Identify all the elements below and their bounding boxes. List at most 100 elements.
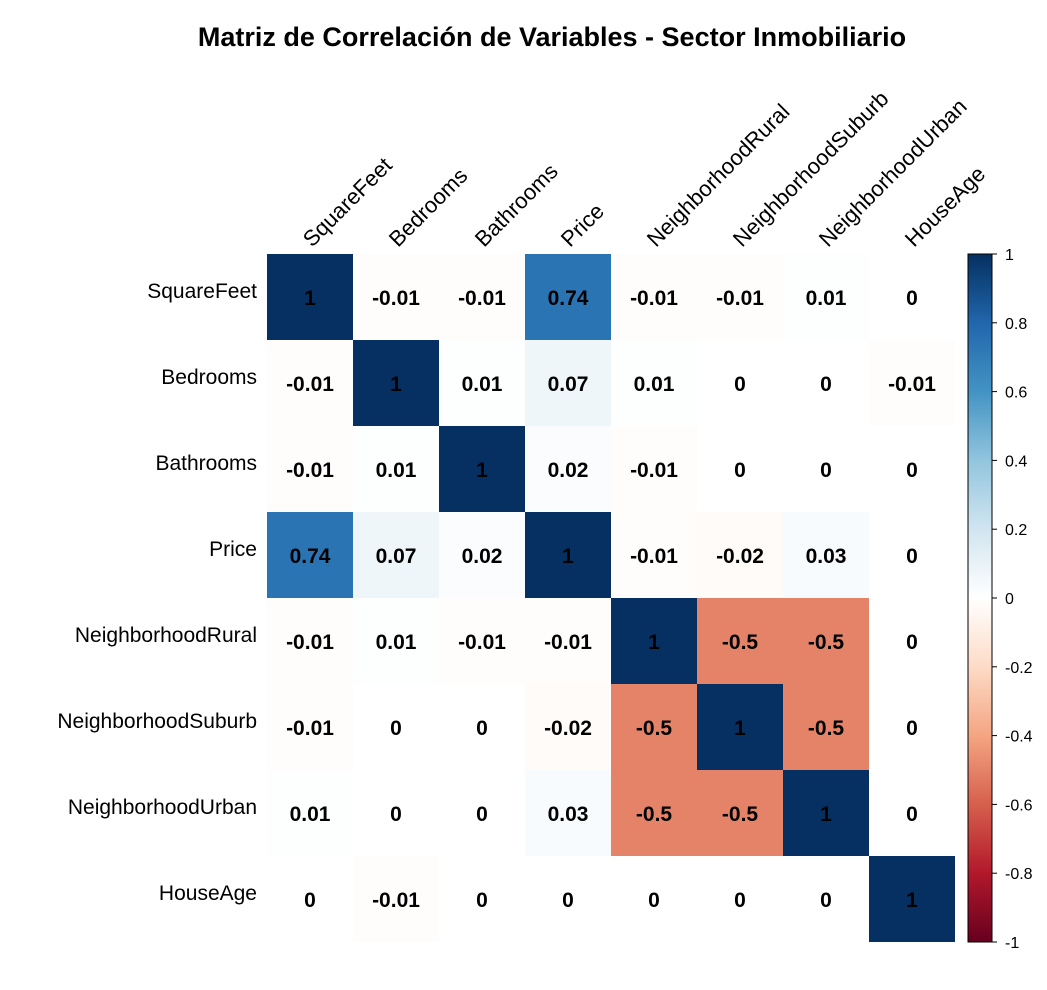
colorbar-tick-label-3: 0.4	[1005, 453, 1027, 470]
cell-label-1-2: 0.01	[462, 373, 503, 396]
cell-3-2	[439, 512, 525, 598]
cell-label-4-2: -0.01	[458, 631, 506, 654]
cell-label-3-5: -0.02	[716, 545, 764, 568]
cell-label-5-7: 0	[906, 717, 918, 740]
cell-1-2	[439, 340, 525, 426]
cell-label-6-2: 0	[476, 803, 488, 826]
cell-label-3-6: 0.03	[806, 545, 847, 568]
cell-7-5	[697, 856, 783, 942]
cell-label-4-0: -0.01	[286, 631, 334, 654]
cell-3-0	[267, 512, 353, 598]
cell-label-1-6: 0	[820, 373, 832, 396]
cell-3-5	[697, 512, 783, 598]
cell-7-0	[267, 856, 353, 942]
cell-label-0-3: 0.74	[548, 287, 589, 310]
cell-label-6-7: 0	[906, 803, 918, 826]
colorbar-tick-label-10: -1	[1005, 935, 1019, 952]
cell-label-2-7: 0	[906, 459, 918, 482]
colorbar-tick-label-8: -0.6	[1005, 797, 1033, 814]
cell-3-6	[783, 512, 869, 598]
cell-0-5	[697, 254, 783, 340]
cell-2-2	[439, 426, 525, 512]
cell-0-1	[353, 254, 439, 340]
cell-5-6	[783, 684, 869, 770]
column-label-5: NeighborhoodSuburb	[728, 86, 894, 252]
cell-3-3	[525, 512, 611, 598]
cell-label-2-3: 0.02	[548, 459, 589, 482]
cell-0-7	[869, 254, 955, 340]
cell-label-6-0: 0.01	[290, 803, 331, 826]
cell-label-4-7: 0	[906, 631, 918, 654]
cell-label-7-7: 1	[906, 889, 918, 912]
cell-7-1	[353, 856, 439, 942]
column-label-7: HouseAge	[900, 161, 990, 251]
row-label-4: NeighborhoodRural	[75, 624, 257, 647]
cell-label-0-4: -0.01	[630, 287, 678, 310]
cell-4-4	[611, 598, 697, 684]
cell-label-2-0: -0.01	[286, 459, 334, 482]
row-label-2: Bathrooms	[155, 452, 257, 475]
cell-3-1	[353, 512, 439, 598]
cell-4-6	[783, 598, 869, 684]
cell-label-1-5: 0	[734, 373, 746, 396]
cell-label-2-1: 0.01	[376, 459, 417, 482]
cell-label-5-2: 0	[476, 717, 488, 740]
cell-5-0	[267, 684, 353, 770]
cell-label-0-6: 0.01	[806, 287, 847, 310]
colorbar: 1 0.8 0.6 0.4 0.2 0 -0.2 -0.4 -0.6 -0.8 -1	[967, 247, 1033, 952]
cell-label-3-1: 0.07	[376, 545, 417, 568]
cell-2-0	[267, 426, 353, 512]
cell-label-7-4: 0	[648, 889, 660, 912]
cell-label-3-0: 0.74	[290, 545, 331, 568]
cell-label-5-1: 0	[390, 717, 402, 740]
cell-7-6	[783, 856, 869, 942]
cell-label-0-0: 1	[304, 287, 316, 310]
cell-2-3	[525, 426, 611, 512]
cell-6-4	[611, 770, 697, 856]
cell-label-7-5: 0	[734, 889, 746, 912]
cell-label-0-1: -0.01	[372, 287, 420, 310]
cell-label-7-2: 0	[476, 889, 488, 912]
cell-0-4	[611, 254, 697, 340]
row-label-7: HouseAge	[159, 882, 257, 905]
cell-2-7	[869, 426, 955, 512]
cell-1-7	[869, 340, 955, 426]
cell-6-1	[353, 770, 439, 856]
cell-5-1	[353, 684, 439, 770]
cell-7-2	[439, 856, 525, 942]
cell-label-0-5: -0.01	[716, 287, 764, 310]
column-label-2: Bathrooms	[470, 159, 563, 252]
cell-label-5-0: -0.01	[286, 717, 334, 740]
cell-1-5	[697, 340, 783, 426]
cell-5-5	[697, 684, 783, 770]
cell-2-5	[697, 426, 783, 512]
colorbar-tick-label-5: 0	[1005, 591, 1014, 608]
chart-title: Matriz de Correlación de Variables - Sec…	[198, 22, 906, 52]
cell-label-2-5: 0	[734, 459, 746, 482]
column-label-6: NeighborhoodUrban	[814, 94, 972, 252]
cell-6-6	[783, 770, 869, 856]
cell-6-2	[439, 770, 525, 856]
cell-0-2	[439, 254, 525, 340]
column-label-0: SquareFeet	[298, 153, 397, 252]
column-label-3: Price	[556, 198, 609, 251]
cell-label-7-3: 0	[562, 889, 574, 912]
cell-2-1	[353, 426, 439, 512]
cell-0-3	[525, 254, 611, 340]
cell-4-5	[697, 598, 783, 684]
cell-label-0-7: 0	[906, 287, 918, 310]
cell-6-5	[697, 770, 783, 856]
cell-1-1	[353, 340, 439, 426]
cell-6-7	[869, 770, 955, 856]
cell-1-6	[783, 340, 869, 426]
cell-6-3	[525, 770, 611, 856]
cell-label-5-6: -0.5	[808, 717, 845, 740]
column-label-4: NeighborhoodRural	[642, 99, 795, 252]
cell-0-6	[783, 254, 869, 340]
cell-3-7	[869, 512, 955, 598]
cell-7-7	[869, 856, 955, 942]
cell-label-1-1: 1	[390, 373, 402, 396]
cell-label-6-4: -0.5	[636, 803, 673, 826]
row-label-0: SquareFeet	[147, 280, 257, 303]
